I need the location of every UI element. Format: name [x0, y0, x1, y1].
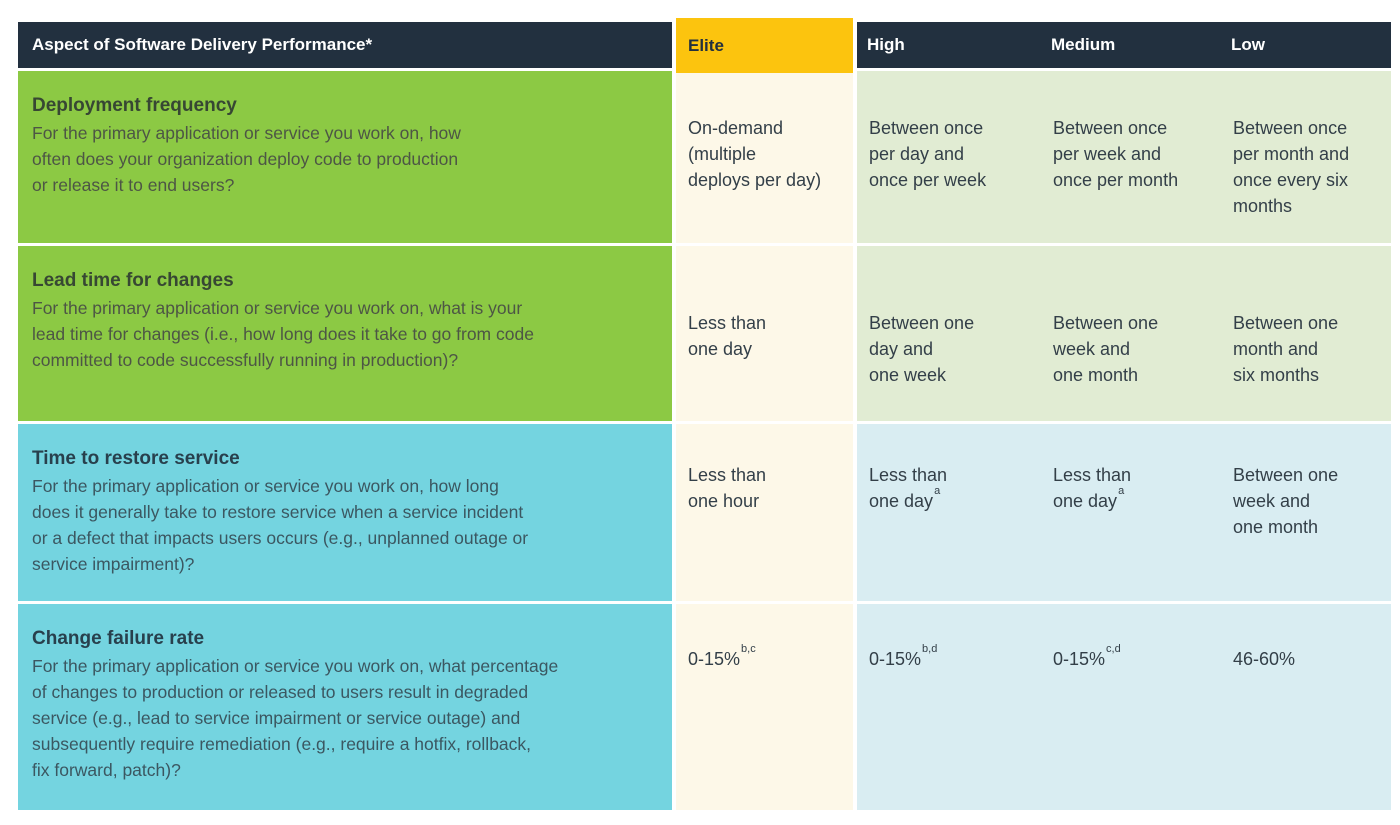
cell-low: Between one month and six months — [1221, 246, 1391, 421]
cell-value: 0-15% — [869, 649, 922, 669]
cell-elite: On-demand (multiple deploys per day) — [676, 71, 857, 243]
header-aspect: Aspect of Software Delivery Performance* — [18, 22, 676, 68]
aspect-cell-deployment-frequency: Deployment frequency For the primary app… — [18, 71, 676, 243]
metric-description: For the primary application or service y… — [32, 123, 461, 195]
metric-name: Time to restore service — [32, 448, 240, 469]
table-row: Change failure rate For the primary appl… — [18, 604, 1391, 810]
cell-value: Between one week and one month — [1233, 465, 1339, 537]
cell-medium: Between once per week and once per month — [1041, 71, 1221, 243]
aspect-cell-change-failure-rate: Change failure rate For the primary appl… — [18, 604, 676, 810]
cell-value: Between once per month and once every si… — [1233, 118, 1350, 216]
table-row: Deployment frequency For the primary app… — [18, 71, 1391, 243]
table-row: Lead time for changes For the primary ap… — [18, 246, 1391, 421]
cell-value: Less than one day — [869, 465, 948, 511]
aspect-cell-time-to-restore: Time to restore service For the primary … — [18, 424, 676, 601]
header-elite-label: Elite — [688, 35, 724, 55]
cell-medium: 0-15%c,d — [1041, 604, 1221, 810]
cell-low: Between once per month and once every si… — [1221, 71, 1391, 243]
footnote-superscript: c,d — [1106, 643, 1121, 655]
cell-value: Between once per week and once per month — [1053, 118, 1179, 190]
cell-value: Between one month and six months — [1233, 313, 1339, 385]
cell-value: Between one day and one week — [869, 313, 975, 385]
header-medium-label: Medium — [1051, 35, 1116, 54]
footnote-superscript: a — [1118, 485, 1125, 497]
cell-value: Less than one day — [1053, 465, 1132, 511]
table-header-row: Aspect of Software Delivery Performance*… — [18, 18, 1391, 73]
cell-value: Less than one day — [688, 313, 767, 359]
cell-high: Less than one daya — [857, 424, 1041, 601]
metric-name: Change failure rate — [32, 628, 205, 649]
cell-medium: Less than one daya — [1041, 424, 1221, 601]
metric-description: For the primary application or service y… — [32, 476, 529, 574]
cell-medium: Between one week and one month — [1041, 246, 1221, 421]
cell-value: Less than one hour — [688, 465, 767, 511]
header-aspect-label: Aspect of Software Delivery Performance* — [32, 35, 373, 54]
cell-elite: Less than one hour — [676, 424, 857, 601]
header-high-label: High — [867, 35, 905, 54]
footnote-superscript: a — [934, 485, 941, 497]
cell-low: 46-60% — [1221, 604, 1391, 810]
header-low: Low — [1221, 22, 1391, 68]
cell-value: On-demand (multiple deploys per day) — [688, 118, 822, 190]
cell-high: 0-15%b,d — [857, 604, 1041, 810]
cell-value: 0-15% — [688, 649, 741, 669]
metric-name: Deployment frequency — [32, 95, 237, 116]
table-row: Time to restore service For the primary … — [18, 424, 1391, 601]
cell-value: Between one week and one month — [1053, 313, 1159, 385]
header-elite: Elite — [676, 18, 857, 73]
cell-value: 46-60% — [1233, 649, 1296, 669]
footnote-superscript: b,d — [922, 643, 938, 655]
header-low-label: Low — [1231, 35, 1265, 54]
performance-table: Aspect of Software Delivery Performance*… — [18, 18, 1391, 810]
cell-low: Between one week and one month — [1221, 424, 1391, 601]
cell-high: Between one day and one week — [857, 246, 1041, 421]
cell-elite: Less than one day — [676, 246, 857, 421]
header-medium: Medium — [1041, 22, 1221, 68]
metric-name: Lead time for changes — [32, 270, 234, 291]
metric-description: For the primary application or service y… — [32, 656, 559, 780]
cell-high: Between once per day and once per week — [857, 71, 1041, 243]
aspect-cell-lead-time: Lead time for changes For the primary ap… — [18, 246, 676, 421]
cell-elite: 0-15%b,c — [676, 604, 857, 810]
metric-description: For the primary application or service y… — [32, 298, 534, 370]
header-high: High — [857, 22, 1041, 68]
cell-value: 0-15% — [1053, 649, 1106, 669]
cell-value: Between once per day and once per week — [869, 118, 987, 190]
footnote-superscript: b,c — [741, 643, 756, 655]
